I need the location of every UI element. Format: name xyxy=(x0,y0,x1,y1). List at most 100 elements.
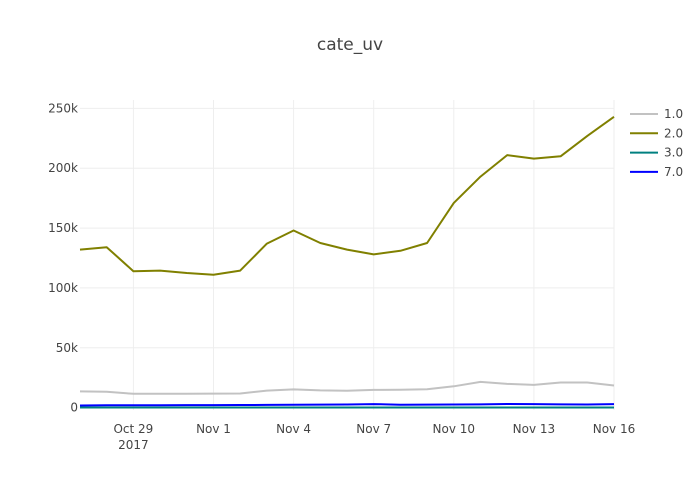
data-point xyxy=(480,381,482,383)
data-point xyxy=(506,154,508,156)
data-point xyxy=(586,406,588,408)
data-point xyxy=(266,406,268,408)
data-point xyxy=(239,404,241,406)
data-point xyxy=(132,393,134,395)
data-point xyxy=(319,242,321,244)
legend-item-1.0[interactable]: 1.0 xyxy=(630,107,683,121)
data-point xyxy=(346,390,348,392)
data-point xyxy=(586,381,588,383)
data-point xyxy=(373,403,375,405)
data-point xyxy=(480,403,482,405)
legend-item-2.0[interactable]: 2.0 xyxy=(630,126,683,140)
data-point xyxy=(79,249,81,251)
legend-item-3.0[interactable]: 3.0 xyxy=(630,146,683,160)
data-point xyxy=(560,155,562,157)
data-point xyxy=(213,393,215,395)
data-point xyxy=(373,253,375,255)
data-point xyxy=(159,270,161,272)
data-point xyxy=(346,406,348,408)
data-point xyxy=(79,404,81,406)
data-point xyxy=(266,390,268,392)
data-point xyxy=(159,404,161,406)
x-tick-label: Nov 7 xyxy=(356,422,391,436)
series-layer xyxy=(79,115,615,409)
data-point xyxy=(293,404,295,406)
grid-layer xyxy=(80,100,615,410)
x-tick-label: Nov 16 xyxy=(593,422,636,436)
data-point xyxy=(213,406,215,408)
legend-label: 2.0 xyxy=(664,126,683,140)
data-point xyxy=(239,270,241,272)
data-point xyxy=(533,384,535,386)
data-point xyxy=(533,158,535,160)
data-point xyxy=(586,135,588,137)
data-point xyxy=(453,385,455,387)
axis-layer: 0 50k 100k 150k 200k 250k Oct 29 2017 Nov 1 Nov 4… xyxy=(48,101,635,452)
x-tick-label: Nov 4 xyxy=(276,422,311,436)
series-line-2.0 xyxy=(79,115,615,276)
data-point xyxy=(319,389,321,391)
data-point xyxy=(399,406,401,408)
data-point xyxy=(159,393,161,395)
legend[interactable]: 1.0 2.0 3.0 7.0 xyxy=(630,107,683,179)
data-point xyxy=(132,406,134,408)
data-point xyxy=(239,406,241,408)
data-point xyxy=(426,242,428,244)
data-point xyxy=(399,389,401,391)
data-point xyxy=(266,404,268,406)
legend-label: 3.0 xyxy=(664,146,683,160)
data-point xyxy=(106,391,108,393)
data-point xyxy=(560,381,562,383)
data-point xyxy=(293,229,295,231)
y-tick-label: 0 xyxy=(70,401,78,415)
data-point xyxy=(186,272,188,274)
y-tick-label: 150k xyxy=(48,221,78,235)
data-point xyxy=(373,406,375,408)
data-point xyxy=(186,406,188,408)
data-point xyxy=(399,250,401,252)
data-point xyxy=(586,403,588,405)
data-point xyxy=(533,403,535,405)
data-point xyxy=(132,270,134,272)
data-point xyxy=(239,392,241,394)
data-point xyxy=(213,404,215,406)
data-point xyxy=(506,383,508,385)
data-point xyxy=(106,246,108,248)
data-point xyxy=(373,389,375,391)
data-point xyxy=(213,274,215,276)
data-point xyxy=(293,388,295,390)
data-point xyxy=(186,393,188,395)
data-point xyxy=(106,406,108,408)
y-tick-label: 200k xyxy=(48,161,78,175)
data-point xyxy=(560,403,562,405)
data-point xyxy=(159,406,161,408)
data-point xyxy=(106,404,108,406)
data-point xyxy=(533,406,535,408)
legend-item-7.0[interactable]: 7.0 xyxy=(630,165,683,179)
data-point xyxy=(132,404,134,406)
data-point xyxy=(613,116,615,118)
y-tick-label: 250k xyxy=(48,101,78,115)
legend-label: 1.0 xyxy=(664,107,683,121)
data-point xyxy=(426,404,428,406)
data-point xyxy=(613,403,615,405)
data-point xyxy=(266,243,268,245)
data-point xyxy=(560,406,562,408)
data-point xyxy=(480,176,482,178)
data-point xyxy=(426,406,428,408)
data-point xyxy=(79,406,81,408)
data-point xyxy=(426,388,428,390)
chart-title: cate_uv xyxy=(317,35,383,55)
data-point xyxy=(293,406,295,408)
y-tick-label: 100k xyxy=(48,281,78,295)
series-line-1.0 xyxy=(79,380,615,395)
x-tick-sublabel: 2017 xyxy=(118,438,149,452)
y-tick-label: 50k xyxy=(56,341,78,355)
x-tick-label: Nov 10 xyxy=(433,422,476,436)
data-point xyxy=(453,403,455,405)
x-tick-label: Nov 1 xyxy=(196,422,231,436)
data-point xyxy=(79,390,81,392)
data-point xyxy=(319,406,321,408)
data-point xyxy=(319,404,321,406)
